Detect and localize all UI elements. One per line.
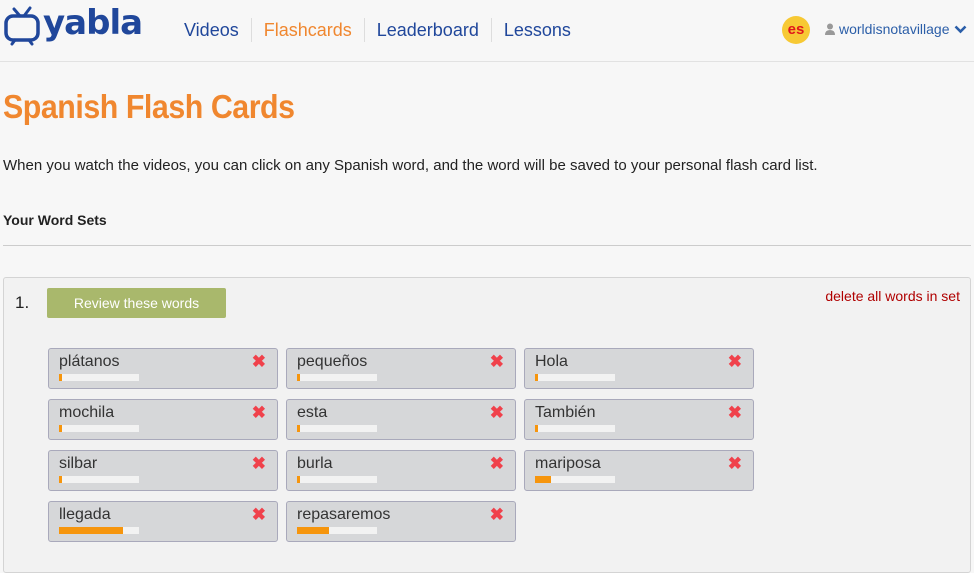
progress-fill [297,476,301,483]
yabla-logo[interactable]: yabla [3,3,143,47]
progress-fill [535,476,551,483]
divider [3,245,971,246]
word-card[interactable]: llegada ✖ [48,501,278,542]
progress-fill [297,527,329,534]
word-text: esta [297,404,328,421]
delete-word-icon[interactable]: ✖ [489,454,504,473]
progress-fill [535,425,539,432]
progress-bar [535,374,615,381]
progress-fill [535,374,539,381]
username: worldisnotavillage [839,21,950,37]
logo-text: yabla [43,3,143,43]
progress-fill [297,425,301,432]
word-text: repasaremos [297,506,391,523]
chevron-down-icon [954,25,966,33]
word-card[interactable]: plátanos ✖ [48,348,278,389]
delete-word-icon[interactable]: ✖ [251,352,266,371]
user-menu[interactable]: worldisnotavillage [825,21,967,37]
main-nav: Videos Flashcards Leaderboard Lessons [172,18,583,42]
word-text: mochila [59,404,115,421]
page-description: When you watch the videos, you can click… [3,157,818,174]
word-card[interactable]: pequeños ✖ [286,348,516,389]
delete-word-icon[interactable]: ✖ [251,454,266,473]
nav-lessons[interactable]: Lessons [490,18,583,42]
progress-bar [59,374,139,381]
delete-word-icon[interactable]: ✖ [727,352,742,371]
section-title: Your Word Sets [3,212,107,228]
delete-word-icon[interactable]: ✖ [251,403,266,422]
nav-videos[interactable]: Videos [184,20,239,40]
delete-word-icon[interactable]: ✖ [727,403,742,422]
delete-all-words-link[interactable]: delete all words in set [825,288,960,304]
word-card[interactable]: silbar ✖ [48,450,278,491]
delete-word-icon[interactable]: ✖ [727,454,742,473]
word-card[interactable]: burla ✖ [286,450,516,491]
progress-bar [297,425,377,432]
progress-bar [535,476,615,483]
progress-bar [297,527,377,534]
word-text: Hola [535,353,568,370]
word-card[interactable]: mariposa ✖ [524,450,754,491]
progress-bar [535,425,615,432]
progress-bar [59,425,139,432]
nav-flashcards[interactable]: Flashcards [250,18,364,42]
header: yabla Videos Flashcards Leaderboard Less… [0,0,974,62]
word-card[interactable]: Hola ✖ [524,348,754,389]
delete-word-icon[interactable]: ✖ [489,505,504,524]
tv-icon [4,6,40,46]
word-set-panel: 1. Review these words delete all words i… [3,277,971,573]
word-text: silbar [59,455,98,472]
delete-word-icon[interactable]: ✖ [251,505,266,524]
word-text: llegada [59,506,111,523]
word-card[interactable]: esta ✖ [286,399,516,440]
word-text: pequeños [297,353,368,370]
review-words-button[interactable]: Review these words [47,288,226,318]
word-text: burla [297,455,333,472]
user-icon [825,23,835,35]
progress-bar [297,374,377,381]
delete-word-icon[interactable]: ✖ [489,352,504,371]
nav-leaderboard[interactable]: Leaderboard [363,18,491,42]
word-text: mariposa [535,455,601,472]
progress-fill [59,476,63,483]
progress-fill [297,374,301,381]
progress-bar [59,527,139,534]
progress-fill [59,425,63,432]
word-card[interactable]: También ✖ [524,399,754,440]
set-number: 1. [15,293,30,312]
progress-fill [59,374,63,381]
progress-bar [59,476,139,483]
progress-bar [297,476,377,483]
delete-word-icon[interactable]: ✖ [489,403,504,422]
word-card[interactable]: mochila ✖ [48,399,278,440]
word-text: También [535,404,596,421]
word-text: plátanos [59,353,120,370]
language-badge[interactable]: es [782,16,810,44]
page-title: Spanish Flash Cards [3,88,295,125]
progress-fill [59,527,123,534]
word-card[interactable]: repasaremos ✖ [286,501,516,542]
